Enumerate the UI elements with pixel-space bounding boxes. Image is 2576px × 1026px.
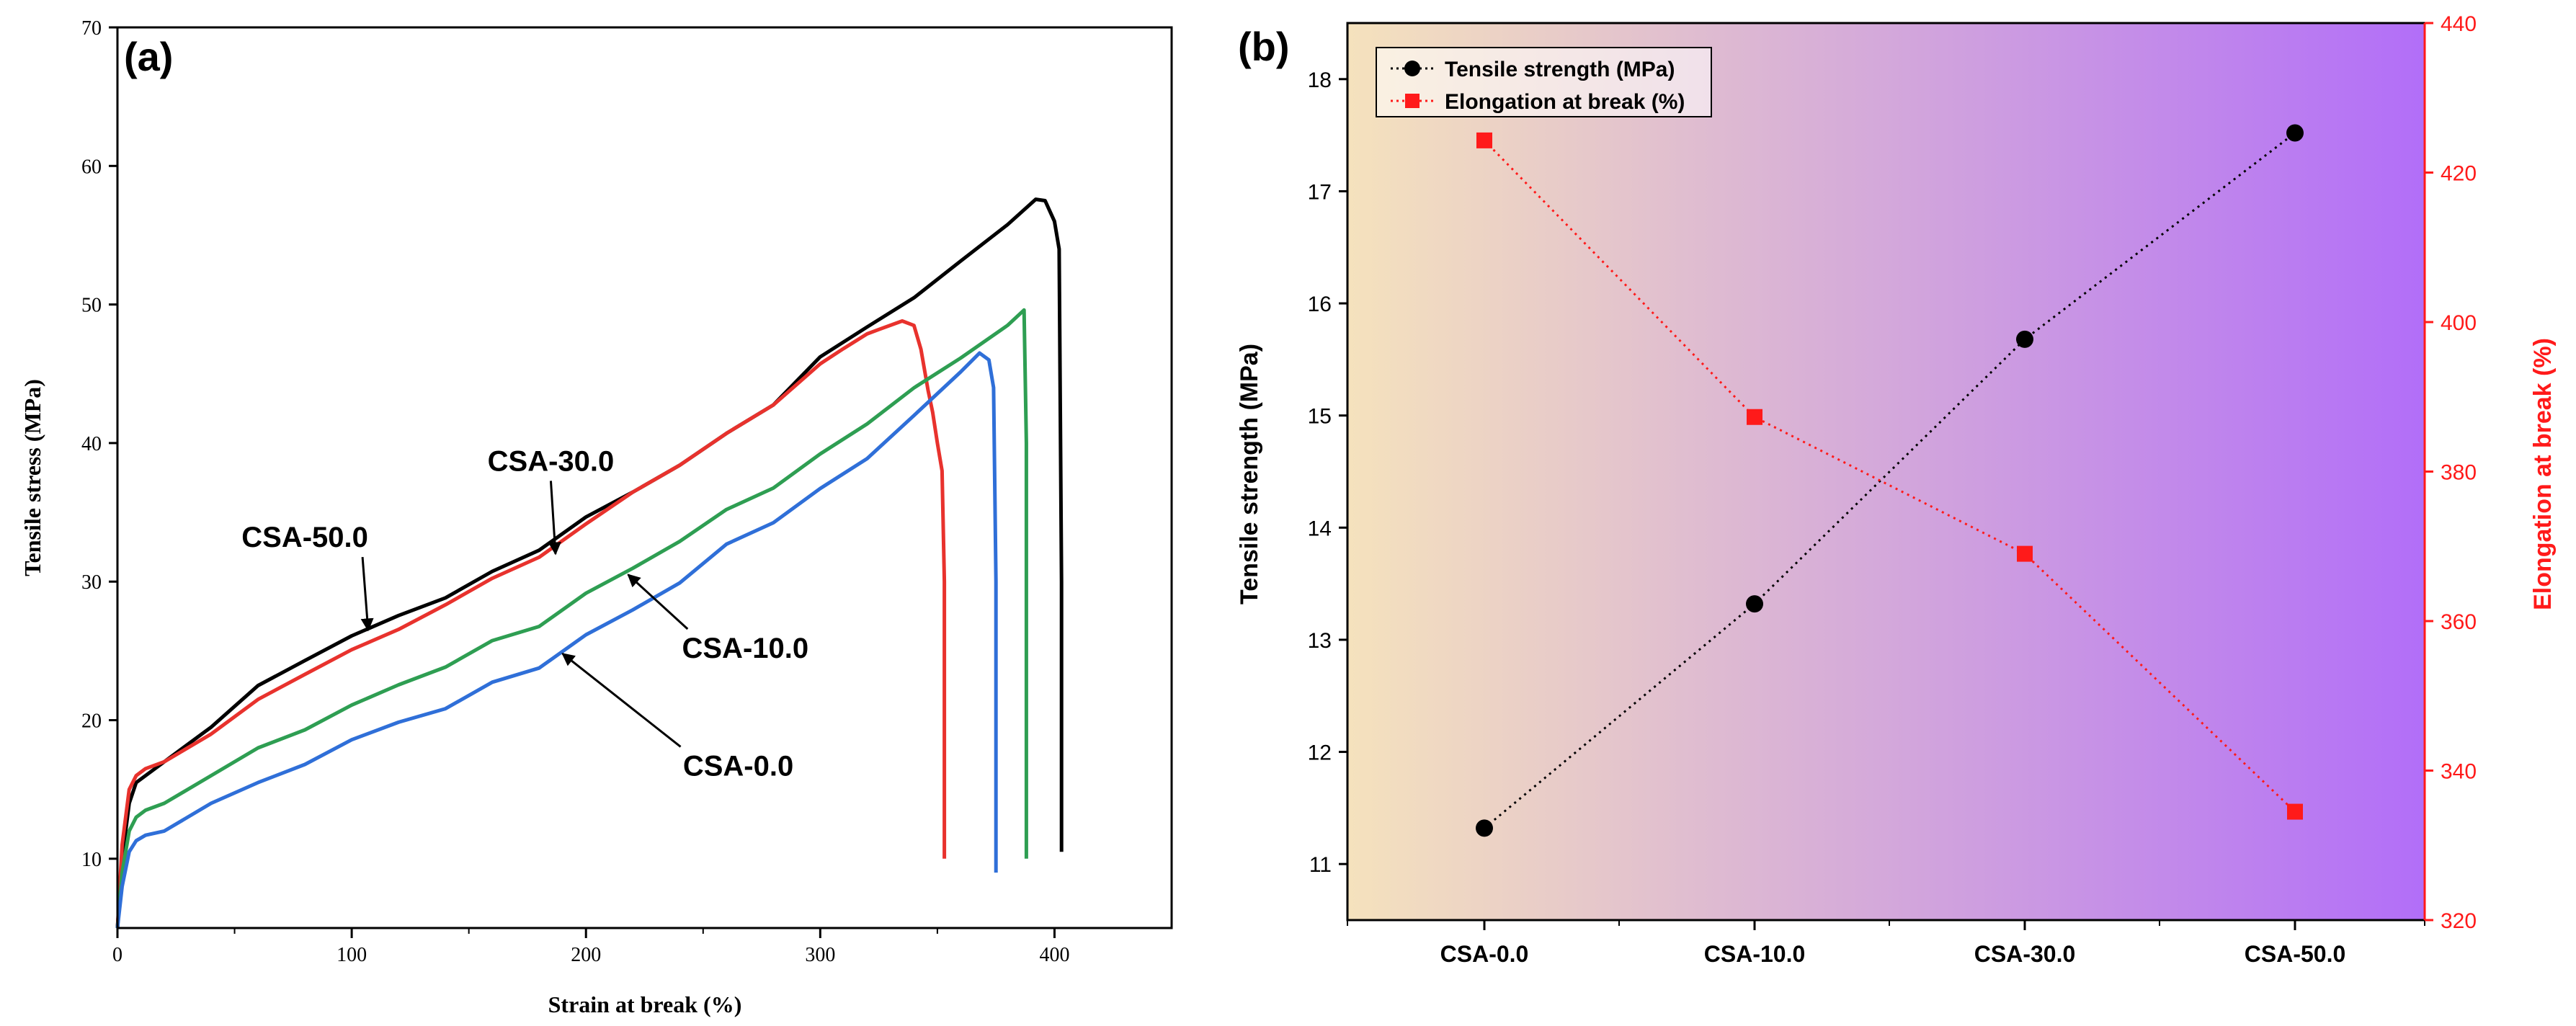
right-y-tick-label: 320 bbox=[2441, 909, 2477, 933]
legend-elongation-marker bbox=[1405, 94, 1420, 108]
right-y-tick-label: 440 bbox=[2441, 12, 2477, 36]
panel-b-legend: Tensile strength (MPa) Elongation at bre… bbox=[1376, 47, 1712, 117]
y-tick-label: 70 bbox=[81, 17, 102, 40]
annotation-csa-10-0: CSA-10.0 bbox=[682, 633, 808, 664]
panel-a-ticks: 0 100 200 300 400 10 20 30 40 50 60 70 bbox=[81, 17, 1069, 966]
data-point-tensile-csa-10-0 bbox=[1746, 595, 1763, 613]
panel-b-right-axis-label: Elongation at break (%) bbox=[2529, 338, 2557, 610]
panel-a-series bbox=[115, 197, 1064, 929]
y-tick-label: 10 bbox=[81, 849, 102, 871]
y-tick-label: 50 bbox=[81, 295, 102, 317]
left-y-tick-label: 11 bbox=[1309, 853, 1332, 877]
x-tick-label: 0 bbox=[112, 944, 122, 966]
data-point-elongation-csa-50-0 bbox=[2287, 803, 2303, 820]
left-y-tick-label: 18 bbox=[1308, 68, 1332, 92]
left-y-tick-label: 14 bbox=[1308, 517, 1332, 540]
annotation-arrow-csa-30-0 bbox=[548, 481, 561, 556]
series-line-csa-0-0 bbox=[115, 351, 998, 929]
series-line-elongation-at-break bbox=[1483, 139, 2296, 813]
panel-b-background bbox=[1347, 23, 2425, 920]
annotation-arrow-csa-0-0 bbox=[561, 653, 682, 748]
panel-a-annotations: CSA-50.0 CSA-30.0 CSA-10.0 CSA-0.0 bbox=[241, 445, 808, 782]
legend-tensile-marker bbox=[1404, 61, 1420, 76]
category-label-csa-30-0: CSA-30.0 bbox=[1974, 941, 2076, 967]
category-label-csa-0-0: CSA-0.0 bbox=[1440, 941, 1529, 967]
data-point-tensile-csa-50-0 bbox=[2286, 124, 2304, 142]
annotation-csa-30-0: CSA-30.0 bbox=[488, 445, 615, 477]
legend-box bbox=[1376, 47, 1712, 117]
panel-b-series bbox=[1476, 124, 2304, 837]
series-line-csa-10-0 bbox=[115, 308, 1028, 929]
panel-b-label: (b) bbox=[1238, 24, 1290, 69]
panel-a: (a) 0 100 200 300 400 10 20 30 40 50 60 70 CSA-50.0… bbox=[19, 17, 1173, 1017]
legend-tensile-label: Tensile strength (MPa) bbox=[1445, 58, 1675, 81]
right-y-tick-label: 400 bbox=[2441, 311, 2477, 335]
right-y-tick-label: 360 bbox=[2441, 610, 2477, 634]
annotation-arrow-csa-10-0 bbox=[627, 574, 689, 630]
panel-b: (b) CSA-0.0 CSA-10.0 CSA-30.0 CSA-50.0 11 12 1… bbox=[1236, 12, 2557, 967]
panel-a-plot-frame bbox=[116, 26, 1173, 929]
right-y-tick-label: 420 bbox=[2441, 162, 2477, 186]
left-y-tick-label: 17 bbox=[1308, 180, 1332, 204]
x-tick-label: 400 bbox=[1039, 944, 1069, 966]
data-point-tensile-csa-0-0 bbox=[1476, 819, 1493, 837]
right-y-tick-label: 340 bbox=[2441, 760, 2477, 784]
data-point-elongation-csa-30-0 bbox=[2017, 545, 2033, 562]
data-point-elongation-csa-10-0 bbox=[1747, 409, 1762, 425]
annotation-csa-50-0: CSA-50.0 bbox=[241, 522, 368, 553]
series-line-tensile-strength-mpa bbox=[1484, 132, 2296, 829]
x-tick-label: 300 bbox=[805, 944, 835, 966]
data-point-tensile-csa-30-0 bbox=[2016, 330, 2033, 348]
left-y-tick-label: 15 bbox=[1308, 405, 1332, 429]
series-line-csa-50-0 bbox=[115, 197, 1064, 929]
category-label-csa-10-0: CSA-10.0 bbox=[1704, 941, 1806, 967]
annotation-csa-0-0: CSA-0.0 bbox=[683, 750, 793, 782]
panel-b-ticks: CSA-0.0 CSA-10.0 CSA-30.0 CSA-50.0 11 12 13 14 1… bbox=[1308, 12, 2477, 967]
left-y-tick-label: 16 bbox=[1308, 293, 1332, 316]
x-tick-label: 100 bbox=[337, 944, 367, 966]
series-line-csa-30-0 bbox=[115, 319, 947, 929]
y-tick-label: 40 bbox=[81, 433, 102, 455]
data-point-elongation-csa-0-0 bbox=[1476, 132, 1492, 148]
right-y-tick-label: 380 bbox=[2441, 461, 2477, 485]
panel-a-y-axis-label: Tensile stress (MPa) bbox=[19, 379, 45, 576]
panel-a-label: (a) bbox=[124, 34, 173, 79]
category-label-csa-50-0: CSA-50.0 bbox=[2245, 941, 2346, 967]
left-y-tick-label: 13 bbox=[1308, 629, 1332, 653]
x-tick-label: 200 bbox=[571, 944, 601, 966]
y-tick-label: 20 bbox=[81, 710, 102, 733]
panel-a-x-axis-label: Strain at break (%) bbox=[548, 991, 742, 1017]
panel-b-y-axis-label: Tensile strength (MPa) bbox=[1236, 344, 1263, 605]
annotation-arrow-csa-50-0 bbox=[360, 557, 374, 632]
y-tick-label: 60 bbox=[81, 156, 102, 178]
legend-elongation-label: Elongation at break (%) bbox=[1445, 90, 1685, 114]
left-y-tick-label: 12 bbox=[1308, 741, 1332, 765]
y-tick-label: 30 bbox=[81, 571, 102, 594]
